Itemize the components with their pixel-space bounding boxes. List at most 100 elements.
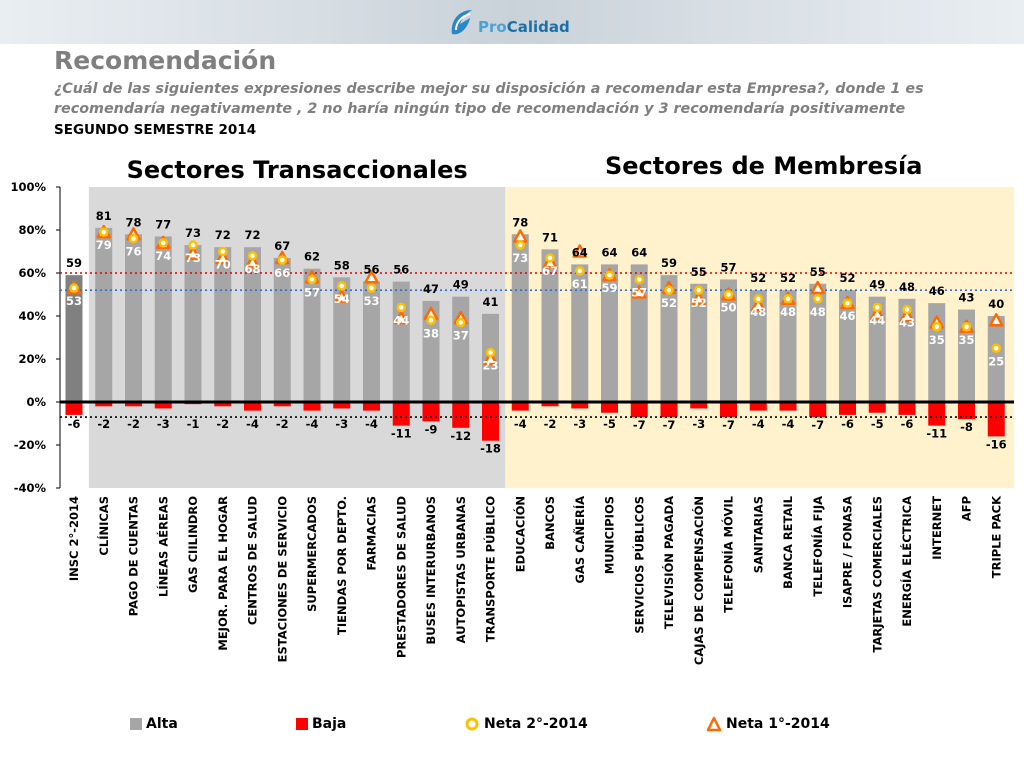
bar-baja: [630, 402, 648, 418]
marker-neta-2: [842, 298, 853, 308]
label-neta-2: 50: [720, 301, 736, 315]
label-baja: -3: [157, 417, 170, 431]
label-alta: 58: [334, 258, 350, 272]
label-neta-2: 57: [631, 285, 647, 299]
label-neta-2: 25: [988, 354, 1004, 368]
label-baja: -2: [97, 417, 110, 431]
marker-neta-1: [215, 250, 230, 265]
recommendation-chart: Sectores Transaccionales Sectores de Memb…: [10, 152, 1014, 665]
label-neta-2: 54: [334, 292, 350, 306]
label-baja: -6: [841, 417, 854, 431]
bar-alta: [898, 298, 916, 402]
label-baja: -5: [603, 417, 616, 431]
label-alta: 40: [988, 297, 1004, 311]
marker-neta-2: [694, 285, 704, 295]
label-neta-2: 61: [572, 277, 588, 291]
category-label: ENERGÍA ELÉCTRICA: [899, 496, 914, 627]
label-neta-2: 53: [66, 294, 82, 308]
label-neta-2: 35: [929, 333, 945, 347]
label-baja: -4: [246, 417, 259, 431]
bar-alta: [987, 316, 1005, 402]
bar-baja: [571, 402, 589, 409]
bar-baja: [511, 402, 529, 411]
bar-alta: [154, 236, 172, 402]
marker-neta-2: [426, 315, 436, 326]
bar-baja: [125, 402, 142, 407]
semester-label: SEGUNDO SEMESTRE 2014: [54, 122, 257, 138]
label-alta: 47: [423, 282, 439, 296]
marker-neta-2: [485, 347, 496, 358]
marker-neta-2: [99, 227, 109, 237]
y-tick-label: 20%: [18, 352, 46, 366]
label-baja: -6: [68, 417, 81, 431]
marker-neta-2: [456, 317, 466, 328]
category-label: FARMACIAS: [365, 496, 379, 571]
bar-baja: [601, 402, 618, 413]
brand-name: ProCalidad: [478, 18, 570, 36]
legend-item-neta-1: Neta 1°-2014: [706, 716, 830, 732]
marker-neta-1: [245, 255, 260, 269]
y-tick-label: 100%: [10, 180, 46, 194]
label-baja: -4: [752, 417, 765, 431]
label-baja: -9: [425, 422, 438, 436]
marker-neta-2: [307, 274, 317, 285]
bar-baja: [244, 402, 261, 411]
bar-baja: [749, 402, 767, 411]
marker-neta-2: [723, 289, 734, 300]
marker-neta-1: [572, 244, 587, 258]
legend-marker-triangle-icon: [706, 716, 722, 732]
legend-item-alta: Alta: [130, 716, 178, 732]
legend-marker-circle-icon: [465, 717, 479, 731]
marker-neta-1: [899, 308, 915, 323]
label-neta-2: 37: [453, 328, 469, 342]
bar-baja: [303, 402, 321, 411]
category-label: INSC 2°-2014: [67, 496, 81, 581]
label-alta: 78: [512, 215, 528, 229]
y-tick-label: -40%: [14, 481, 47, 495]
bar-baja: [65, 402, 83, 415]
legend-label-alta: Alta: [146, 716, 178, 732]
label-neta-2: 52: [661, 296, 677, 310]
legend-label-baja: Baja: [312, 716, 347, 732]
bar-baja: [482, 402, 499, 441]
label-alta: 72: [215, 228, 231, 242]
label-alta: 43: [958, 291, 974, 305]
category-label: CAJAS DE COMPENSACIÓN: [691, 496, 706, 665]
y-tick-label: 60%: [18, 266, 46, 280]
label-neta-2: 44: [393, 313, 409, 327]
label-neta-2: 73: [512, 251, 528, 265]
procalidad-logo: [448, 6, 578, 40]
y-tick-label: -20%: [14, 438, 47, 452]
label-alta: 71: [542, 230, 558, 244]
category-label: SERVICIOS PÚBLICOS: [631, 496, 646, 634]
label-alta: 81: [96, 209, 112, 223]
category-label: MUNICIPIOS: [603, 496, 617, 574]
legend-swatch-baja: [296, 718, 308, 730]
bar-baja: [363, 402, 380, 411]
label-neta-2: 48: [810, 305, 826, 319]
label-baja: -5: [871, 417, 884, 431]
marker-neta-2: [545, 253, 555, 263]
marker-neta-2: [396, 302, 406, 313]
label-baja: -7: [811, 418, 824, 432]
bar-baja: [720, 402, 737, 418]
label-baja: -12: [450, 429, 471, 443]
label-neta-2: 46: [839, 309, 855, 323]
marker-neta-2: [128, 233, 139, 244]
label-alta: 55: [810, 265, 826, 279]
label-alta: 64: [601, 245, 617, 259]
page-title: Recomendación: [54, 46, 277, 75]
bar-alta: [333, 277, 351, 402]
bar-baja: [690, 402, 708, 409]
bar-alta: [184, 245, 202, 402]
label-neta-2: 38: [423, 326, 439, 340]
label-neta-2: 73: [185, 251, 201, 265]
bar-alta: [809, 283, 827, 402]
label-alta: 64: [631, 245, 647, 259]
label-alta: 64: [572, 245, 588, 259]
bar-baja: [214, 402, 232, 407]
category-label: AFP: [960, 496, 974, 521]
marker-neta-2: [69, 283, 79, 293]
label-alta: 56: [363, 263, 379, 277]
category-label: TIENDAS POR DEPTO.: [335, 496, 349, 635]
